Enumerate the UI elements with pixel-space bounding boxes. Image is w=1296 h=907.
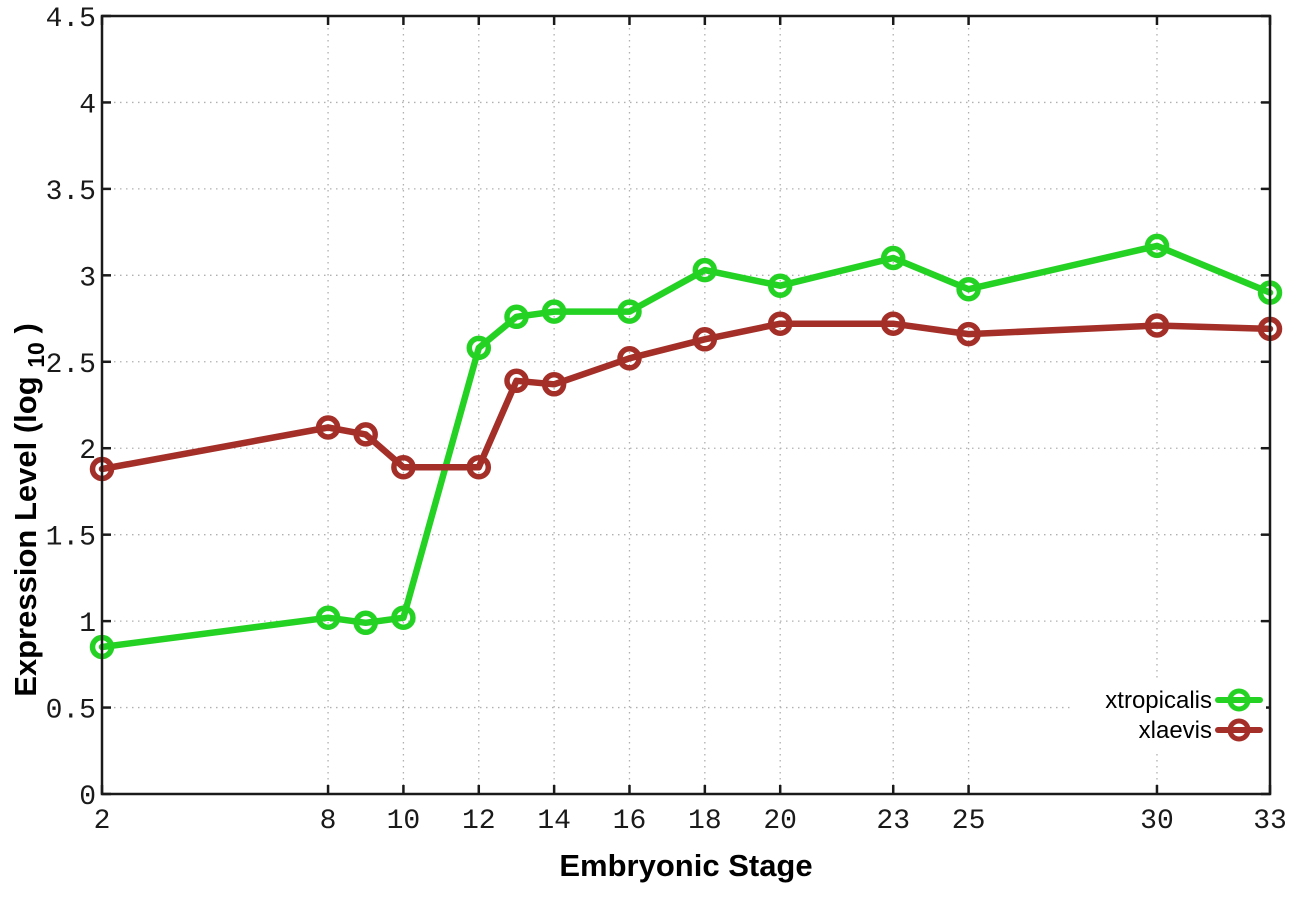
y-axis-title: Expression Level (log 10 ) <box>8 323 51 697</box>
tick-labels: 0 0.5 1 1.5 2 2.5 3 3.5 4 4.5 2 8 10 12 14 16 18 20 23 25 30… <box>46 4 1287 837</box>
x-axis-title: Embryonic Stage <box>559 848 812 883</box>
y-tick-label: 1 <box>79 609 96 640</box>
y-tick-label: 4 <box>79 90 96 121</box>
x-tick-label: 8 <box>320 806 337 837</box>
legend-label-xlaevis: xlaevis <box>1139 717 1212 744</box>
y-tick-label: 3.5 <box>46 177 96 208</box>
data-point-xlaevis <box>541 372 567 397</box>
legend-marker-xtropicalis <box>1227 688 1251 712</box>
data-point-xlaevis <box>1144 313 1170 338</box>
data-point-xtropicalis <box>466 335 492 361</box>
y-axis-title-main: Expression Level (log <box>8 376 43 696</box>
x-tick-label: 20 <box>763 806 797 837</box>
data-point-xtropicalis <box>391 605 416 630</box>
x-tick-label: 18 <box>688 806 722 837</box>
data-point-xlaevis <box>466 454 492 480</box>
data-point-xtropicalis <box>353 610 378 636</box>
series-line-xtropicalis <box>98 242 1274 651</box>
data-point-xlaevis <box>504 368 529 394</box>
y-tick-label: 3 <box>79 263 96 294</box>
x-tick-label: 16 <box>613 806 647 837</box>
series-layer <box>89 233 1283 660</box>
data-point-xtropicalis <box>692 257 718 283</box>
y-axis-title-end: ) <box>8 323 43 333</box>
y-tick-label: 2 <box>79 436 96 467</box>
data-point-xtropicalis <box>880 245 906 271</box>
gridlines <box>102 16 1270 794</box>
plot-border <box>100 14 1272 796</box>
data-point-xlaevis <box>353 422 378 447</box>
x-tick-label: 23 <box>876 806 910 837</box>
y-axis-title-subscript: 10 <box>23 342 49 368</box>
data-point-xlaevis <box>880 311 906 336</box>
data-point-xtropicalis <box>1144 233 1170 259</box>
data-point-xlaevis <box>956 321 981 347</box>
data-point-xtropicalis <box>956 276 981 302</box>
data-point-xlaevis <box>692 327 718 352</box>
data-point-xtropicalis <box>315 605 341 630</box>
series-line-xlaevis <box>98 320 1274 473</box>
data-point-xtropicalis <box>767 273 793 298</box>
data-point-xlaevis <box>315 415 341 440</box>
data-point-xlaevis <box>391 454 416 480</box>
x-tick-label: 2 <box>94 806 111 837</box>
data-point-xtropicalis <box>541 299 567 324</box>
data-point-xtropicalis <box>504 304 529 330</box>
x-tick-label: 12 <box>462 806 496 837</box>
legend-item-xlaevis: xlaevis <box>1139 717 1263 744</box>
legend: xtropicalis xlaevis <box>1072 680 1266 750</box>
x-tick-label: 25 <box>952 806 986 837</box>
data-point-xtropicalis <box>617 299 642 324</box>
legend-marker-xlaevis <box>1227 718 1251 742</box>
y-tick-label: 1.5 <box>46 523 96 554</box>
y-tick-label: 0 <box>79 782 96 813</box>
data-point-xlaevis <box>617 346 642 371</box>
x-tick-label: 10 <box>387 806 421 837</box>
legend-label-xtropicalis: xtropicalis <box>1105 687 1212 714</box>
series-xtropicalis <box>89 233 1283 660</box>
x-tick-label: 14 <box>537 806 571 837</box>
x-tick-label: 30 <box>1140 806 1174 837</box>
x-tick-label: 33 <box>1253 806 1287 837</box>
legend-item-xtropicalis: xtropicalis <box>1105 687 1263 714</box>
y-tick-label: 4.5 <box>46 4 96 35</box>
y-tick-label: 0.5 <box>46 696 96 727</box>
y-tick-label: 2.5 <box>46 350 96 381</box>
series-xlaevis <box>89 311 1283 482</box>
data-point-xlaevis <box>767 311 793 336</box>
axes <box>100 14 1272 796</box>
